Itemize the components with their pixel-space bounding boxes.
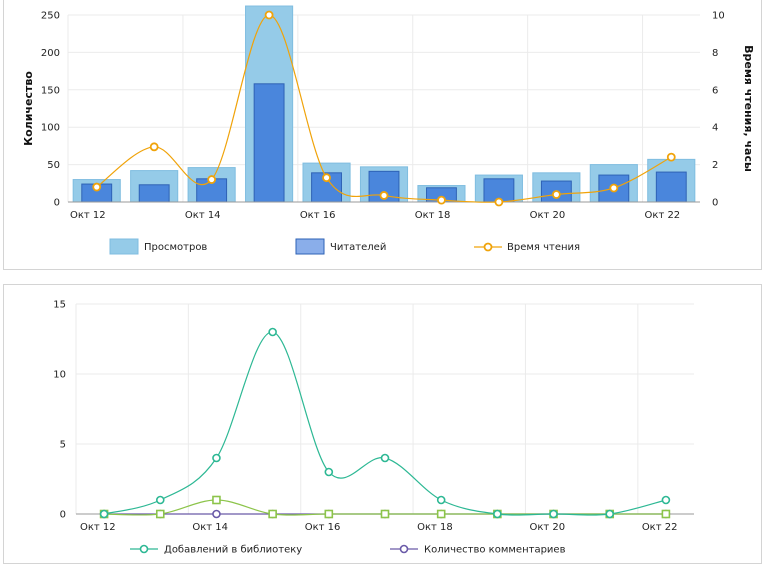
point-reading-time [666,152,676,162]
series-point [661,495,671,505]
y2-tick-label: 0 [712,198,718,209]
y2-tick-label: 4 [712,123,718,134]
series-point [605,509,615,519]
point-reading-time [551,190,561,199]
library-chart: 0 5 10 15 Окт 12 Окт 14 Окт 16 Окт 18 Окт 20 Окт … [53,300,694,556]
views-chart: 0 50 100 150 200 250 0 2 4 6 8 10 Окт 12 Окт 14 Окт 16… [22,5,755,255]
series-point [268,509,277,519]
y2-tick-label: 2 [712,160,718,171]
point-reading-time [207,175,217,184]
y-tick-label: 5 [60,440,66,451]
series-point [212,453,221,463]
series-point [212,495,221,505]
grid [75,303,694,515]
legend-swatch-readers [295,238,325,255]
series-point [99,509,109,519]
point-reading-time [494,197,504,207]
y-tick-label: 0 [54,198,60,209]
series-point [380,453,390,463]
y-axis-title: Количество [22,71,35,146]
y-tick-label: 15 [53,300,66,311]
y2-tick-label: 6 [712,85,718,96]
series-point [436,495,446,505]
y-tick-label: 250 [41,11,60,22]
series-point [436,509,446,519]
x-tick-label: Окт 18 [415,210,451,221]
y2-axis-title: Время чтения, часы [742,45,755,172]
x-tick-label: Окт 22 [642,522,678,533]
series-point [324,467,334,477]
series-point [380,509,390,519]
grid [67,14,700,203]
y-tick-label: 0 [60,510,66,521]
chart-panel-views: 0 50 100 150 200 250 0 2 4 6 8 10 Окт 12 Окт 14 Окт 16… [3,0,762,270]
series-point [549,509,558,519]
legend-label-reading-time: Время чтения [507,242,580,253]
series-point [155,509,165,519]
y-tick-label: 150 [41,85,60,96]
x-tick-label: Окт 20 [530,210,566,221]
legend-label-views: Просмотров [144,242,207,253]
legend-label-readers: Читателей [330,242,386,253]
series-0 [99,327,671,519]
y-tick-label: 50 [47,160,60,171]
series-point [324,509,334,519]
x-tick-label: Окт 16 [305,522,341,533]
point-reading-time [92,182,102,192]
x-tick-label: Окт 12 [70,210,106,221]
series-point [155,495,165,505]
bar-readers [655,171,687,203]
bar-readers [253,83,285,203]
legend-marker-reading-time [483,242,493,252]
y2-tick-label: 10 [712,11,725,22]
legend-label-library: Добавлений в библиотеку [164,545,302,556]
x-tick-label: Окт 22 [645,210,681,221]
legend-swatch-views [109,238,139,255]
legend: Просмотров Читателей Время чтения [109,238,580,255]
legend-label-comments: Количество комментариев [424,545,566,556]
point-reading-time [264,10,274,20]
y2-tick-label: 8 [712,48,718,59]
series-point [212,509,221,519]
series-point [661,509,671,519]
point-reading-time [437,195,446,205]
y-tick-label: 200 [41,48,60,59]
x-tick-label: Окт 20 [529,522,565,533]
chart-panel-library: 0 5 10 15 Окт 12 Окт 14 Окт 16 Окт 18 Окт 20 Окт … [3,284,762,564]
series-point [268,327,277,337]
legend-marker-library [139,544,149,554]
x-tick-label: Окт 16 [300,210,336,221]
point-reading-time [322,173,331,183]
x-tick-label: Окт 18 [417,522,453,533]
series-point [493,509,502,519]
y-tick-label: 100 [41,123,60,134]
point-reading-time [379,191,389,200]
point-reading-time [149,142,159,152]
x-tick-label: Окт 14 [192,522,228,533]
bar-readers [138,184,170,203]
legend-marker-comments [399,544,409,554]
x-tick-label: Окт 14 [185,210,221,221]
y-tick-label: 10 [53,370,66,381]
x-tick-label: Окт 12 [80,522,116,533]
point-reading-time [609,183,619,193]
legend: Добавлений в библиотеку Количество коммен… [130,545,566,556]
